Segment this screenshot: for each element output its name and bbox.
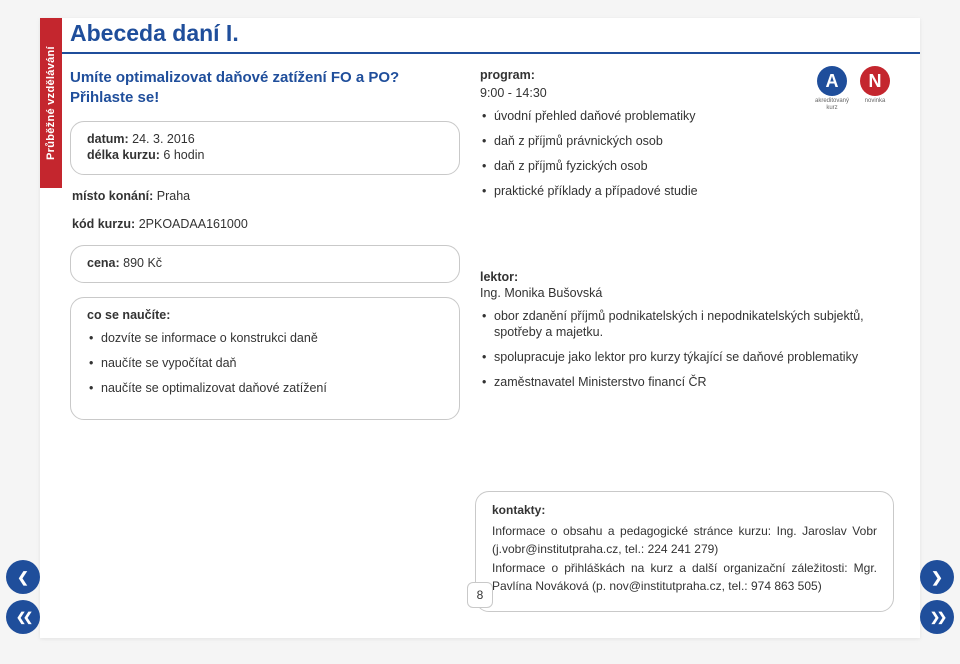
contacts-heading: kontakty: (492, 502, 877, 519)
double-chevron-left-icon: ❮❮ (16, 610, 30, 624)
contacts-line-1: Informace o obsahu a pedagogické stránce… (492, 523, 877, 558)
info-code: kód kurzu: 2PKOADAA161000 (70, 217, 460, 231)
date-value: 24. 3. 2016 (132, 132, 195, 146)
page-number: 8 (467, 582, 493, 608)
lecturer-item: obor zdanění příjmů podnikatelských i ne… (480, 308, 900, 342)
lecturer-item: zaměstnavatel Ministerstvo financí ČR (480, 374, 900, 391)
length-value: 6 hodin (163, 148, 204, 162)
page-title: Abeceda daní I. (62, 18, 920, 47)
lecturer-list: obor zdanění příjmů podnikatelských i ne… (480, 308, 900, 392)
program-block: program: 9:00 - 14:30 úvodní přehled daň… (480, 68, 900, 200)
learn-item: dozvíte se informace o konstrukci daně (87, 330, 443, 347)
price-label: cena: (87, 256, 120, 270)
contacts-line-2: Informace o přihláškách na kurz a další … (492, 560, 877, 595)
info-place: místo konání: Praha (70, 189, 460, 203)
learn-item: naučíte se optimalizovat daňové zatížení (87, 380, 443, 397)
info-length: délka kurzu: 6 hodin (87, 148, 443, 162)
place-value: Praha (157, 189, 190, 203)
right-column: program: 9:00 - 14:30 úvodní přehled daň… (480, 68, 900, 420)
subtitle: Umíte optimalizovat daňové zatížení FO a… (70, 68, 460, 107)
contacts-box: kontakty: Informace o obsahu a pedagogic… (475, 491, 894, 612)
program-time: 9:00 - 14:30 (480, 86, 900, 100)
lecturer-block: lektor: Ing. Monika Bušovská obor zdaněn… (480, 270, 900, 392)
date-label: datum: (87, 132, 129, 146)
double-chevron-right-icon: ❯❯ (930, 610, 944, 624)
price-value: 890 Kč (123, 256, 162, 270)
content: Umíte optimalizovat daňové zatížení FO a… (70, 68, 900, 420)
program-item: praktické příklady a případové studie (480, 183, 900, 200)
lecturer-heading: lektor: (480, 270, 900, 284)
prev-button[interactable]: ❮ (6, 560, 40, 594)
price-box: cena: 890 Kč (70, 245, 460, 283)
chevron-right-icon: ❯ (931, 569, 943, 586)
course-info-box: datum: 24. 3. 2016 délka kurzu: 6 hodin (70, 121, 460, 175)
learn-box: co se naučíte: dozvíte se informace o ko… (70, 297, 460, 420)
info-date: datum: 24. 3. 2016 (87, 132, 443, 146)
lecturer-item: spolupracuje jako lektor pro kurzy týkaj… (480, 349, 900, 366)
last-button[interactable]: ❯❯ (920, 600, 954, 634)
learn-heading: co se naučíte: (87, 308, 443, 322)
chevron-left-icon: ❮ (17, 569, 29, 586)
page: Průběžné vzdělávání Abeceda daní I. A ak… (40, 18, 920, 638)
side-tab-label: Průběžné vzdělávání (40, 18, 62, 188)
side-tab: Průběžné vzdělávání (40, 18, 62, 188)
program-item: daň z příjmů právnických osob (480, 133, 900, 150)
learn-list: dozvíte se informace o konstrukci daně n… (87, 330, 443, 397)
learn-item: naučíte se vypočítat daň (87, 355, 443, 372)
length-label: délka kurzu: (87, 148, 160, 162)
lecturer-name: Ing. Monika Bušovská (480, 286, 900, 300)
place-label: místo konání: (72, 189, 153, 203)
code-value: 2PKOADAA161000 (139, 217, 248, 231)
title-banner: Abeceda daní I. (62, 18, 920, 54)
program-heading: program: (480, 68, 900, 82)
next-button[interactable]: ❯ (920, 560, 954, 594)
program-list: úvodní přehled daňové problematiky daň z… (480, 108, 900, 200)
first-button[interactable]: ❮❮ (6, 600, 40, 634)
program-item: daň z příjmů fyzických osob (480, 158, 900, 175)
code-label: kód kurzu: (72, 217, 135, 231)
left-column: Umíte optimalizovat daňové zatížení FO a… (70, 68, 460, 420)
program-item: úvodní přehled daňové problematiky (480, 108, 900, 125)
